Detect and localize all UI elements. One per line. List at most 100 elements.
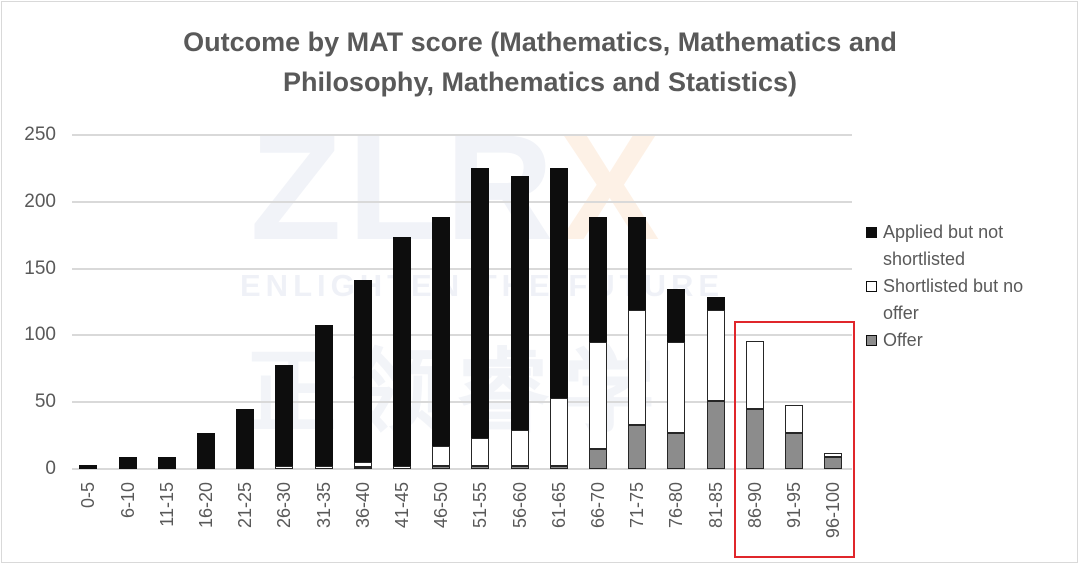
bar-segment-offer	[510, 466, 529, 469]
bar-16-20	[197, 432, 215, 469]
bar-segment-offer	[785, 432, 803, 469]
bar-0-5	[79, 465, 98, 469]
legend-swatch-applied	[866, 227, 877, 238]
x-tick-label: 61-65	[548, 482, 569, 529]
legend-swatch-offer	[866, 335, 877, 346]
bar-segment-shortlisted	[824, 452, 843, 457]
bar-31-35	[314, 324, 333, 469]
bar-segment-shortlisted	[432, 446, 451, 467]
bar-segment-shortlisted	[549, 398, 568, 467]
bar-segment-applied	[510, 176, 529, 431]
legend: Applied but not shortlisted Shortlisted b…	[866, 219, 1066, 354]
bar-segment-applied	[314, 324, 333, 467]
x-tick-label: 11-15	[156, 482, 177, 527]
bar-segment-offer	[549, 466, 568, 469]
bar-segment-shortlisted	[667, 342, 686, 433]
x-tick-label: 51-55	[470, 482, 491, 529]
bar-segment-applied	[275, 364, 294, 467]
legend-swatch-shortlisted	[866, 281, 877, 292]
bar-segment-applied	[706, 296, 725, 311]
x-tick-label: 71-75	[627, 482, 648, 529]
chart-title: Outcome by MAT score (Mathematics, Mathe…	[60, 22, 1020, 102]
bar-segment-shortlisted	[275, 466, 294, 469]
plot-area	[72, 134, 852, 470]
bar-6-10	[118, 456, 137, 469]
x-tick-label: 31-35	[313, 482, 334, 529]
gridline-50	[72, 401, 852, 404]
bar-segment-applied	[197, 432, 215, 469]
x-tick-label: 66-70	[588, 482, 608, 529]
x-tick-label: 0-5	[78, 482, 99, 509]
bar-segment-offer	[628, 424, 647, 469]
bar-segment-shortlisted	[706, 310, 725, 401]
bar-96-100	[824, 452, 843, 469]
chart-title-line-1: Outcome by MAT score (Mathematics, Mathe…	[183, 27, 897, 57]
bar-segment-offer	[471, 466, 490, 469]
gridline-250	[72, 134, 852, 136]
bar-segment-shortlisted	[628, 310, 647, 425]
bar-segment-offer	[432, 466, 451, 469]
bar-66-70	[589, 216, 607, 469]
bar-segment-shortlisted	[510, 430, 529, 467]
bar-76-80	[667, 288, 686, 469]
gridline-100	[72, 334, 852, 337]
y-tick-label: 150	[24, 257, 56, 279]
x-tick-label: 56-60	[509, 482, 530, 529]
bar-segment-applied	[236, 408, 255, 469]
bar-segment-offer	[667, 432, 686, 469]
bar-81-85	[706, 296, 725, 469]
bar-segment-applied	[118, 456, 137, 469]
x-tick-label: 81-85	[705, 482, 726, 529]
x-tick-label: 26-30	[274, 482, 295, 529]
bar-segment-shortlisted	[393, 466, 411, 469]
y-tick-label: 100	[24, 324, 56, 346]
gridline-200	[72, 200, 852, 203]
bar-segment-shortlisted	[785, 404, 803, 433]
bar-segment-applied	[157, 456, 176, 469]
bar-segment-applied	[393, 236, 411, 467]
y-tick-label: 50	[34, 391, 56, 413]
bar-56-60	[510, 176, 529, 469]
bar-segment-offer	[353, 467, 372, 469]
bar-11-15	[157, 456, 176, 469]
gridline-150	[72, 267, 852, 270]
x-tick-label: 46-50	[431, 482, 452, 529]
legend-label-shortlisted: Shortlisted but no offer	[883, 276, 1024, 323]
legend-item-shortlisted: Shortlisted but no offer	[866, 273, 1066, 327]
bar-51-55	[471, 168, 490, 469]
bar-41-45	[393, 236, 411, 469]
x-tick-label: 21-25	[235, 482, 256, 529]
bar-segment-offer	[745, 408, 764, 469]
chart-title-line-2: Philosophy, Mathematics and Statistics)	[282, 67, 798, 97]
legend-label-applied: Applied but not shortlisted	[883, 222, 1004, 269]
bar-segment-applied	[628, 216, 647, 311]
bar-46-50	[432, 216, 451, 469]
legend-label-offer: Offer	[883, 330, 923, 350]
bar-segment-applied	[471, 168, 490, 439]
x-tick-label: 6-10	[117, 482, 138, 519]
legend-item-offer: Offer	[866, 327, 1066, 354]
bar-86-90	[745, 340, 764, 469]
bar-21-25	[236, 408, 255, 469]
x-tick-label: 36-40	[352, 482, 373, 529]
bar-segment-offer	[824, 456, 843, 469]
bar-segment-shortlisted	[471, 438, 490, 467]
x-tick-label: 16-20	[196, 482, 216, 529]
bar-segment-applied	[549, 168, 568, 399]
bar-26-30	[275, 364, 294, 469]
y-tick-label: 200	[24, 190, 56, 212]
bar-segment-offer	[589, 448, 607, 469]
bar-71-75	[628, 216, 647, 469]
highlight-box	[734, 321, 855, 558]
bar-segment-shortlisted	[745, 340, 764, 409]
x-tick-label: 41-45	[392, 482, 412, 529]
bar-segment-offer	[706, 400, 725, 469]
bar-segment-applied	[432, 216, 451, 447]
legend-item-applied: Applied but not shortlisted	[866, 219, 1066, 273]
bar-segment-applied	[667, 288, 686, 343]
x-tick-label: 76-80	[666, 482, 687, 529]
gridline-0	[72, 468, 852, 470]
y-tick-label: 0	[45, 458, 56, 479]
bar-segment-applied	[353, 279, 372, 462]
